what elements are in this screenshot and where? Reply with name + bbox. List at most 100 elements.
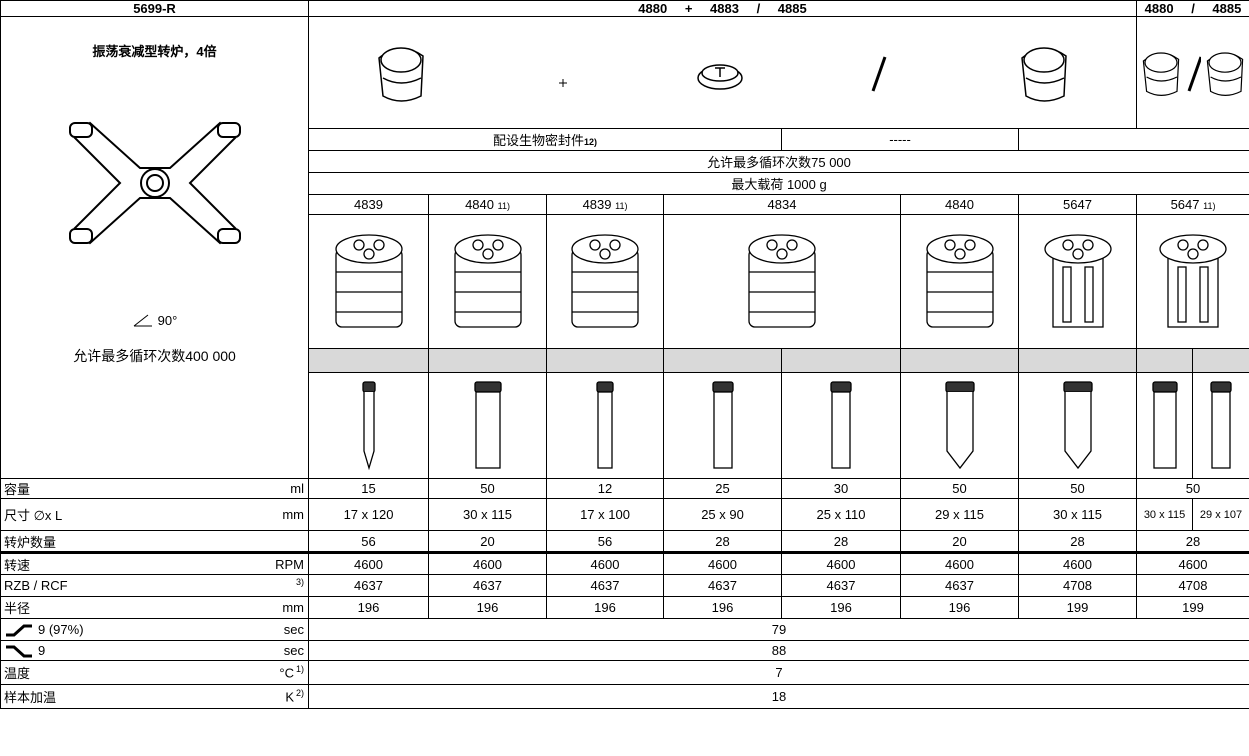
unit-text: K <box>285 689 294 705</box>
tube-image <box>1136 372 1194 479</box>
rotor-model: 5699-R <box>0 0 310 17</box>
value-cell: 12 <box>546 478 665 499</box>
value-cell: 56 <box>546 530 665 554</box>
value-cell: 4600 <box>900 552 1020 575</box>
row-label-text: 样本加温 <box>4 690 57 705</box>
value-cell: 4600 <box>428 552 548 575</box>
bucket-set: 4880 + 4883 / 4885 <box>308 0 1138 17</box>
unit-text: sec <box>283 622 305 637</box>
tube-icon <box>830 380 852 469</box>
note: 1) <box>296 664 305 675</box>
rack-image <box>546 214 665 349</box>
value-cell: 196 <box>900 596 1020 619</box>
tube-image <box>663 372 783 479</box>
gray-cell <box>428 348 548 373</box>
row-label: 尺寸 ∅x L <box>0 498 231 531</box>
adapter-label: 4840 <box>945 197 974 212</box>
empty-cell <box>1018 128 1249 151</box>
value-cell: 4600 <box>546 552 665 575</box>
unit-text: mm <box>282 507 305 522</box>
slash <box>871 56 887 91</box>
adapter-label: 4839 <box>354 197 383 212</box>
adapter-label: 4839 <box>582 197 612 212</box>
row-label: 温度 <box>0 660 231 685</box>
spec-row: RZB / RCF 3) 4637 4637 4637 4637 4637 4637 4708 4… <box>0 574 1249 597</box>
ramp-icon <box>6 645 32 658</box>
rack-image <box>308 214 430 349</box>
adapter-number: 4839 11) <box>546 194 665 215</box>
rotor-cell: 振荡衰减型转炉，4倍 90° 允许最多循环次数400 000 <box>0 16 310 479</box>
value-cell: 29 x 115 <box>900 498 1020 531</box>
rack-image <box>1018 214 1138 349</box>
bucket-icon <box>378 46 425 102</box>
tube-image <box>546 372 665 479</box>
value-cell: 4708 <box>1018 574 1138 597</box>
row-label: 半径 <box>0 596 231 619</box>
row-label-text: 9 (97%) <box>38 621 84 637</box>
gray-cell <box>546 348 665 373</box>
ramp-icon <box>6 624 32 637</box>
adapter-label: 4840 <box>465 197 494 212</box>
unit-text: RPM <box>275 556 305 572</box>
rack-icon <box>1159 233 1227 328</box>
rack-icon <box>925 233 994 328</box>
spec-row: 温度 °C 1) 7 <box>0 660 1249 685</box>
note: 2) <box>296 688 305 699</box>
row-label: 转炉数量 <box>0 530 231 554</box>
bucket-images <box>1136 16 1249 129</box>
rotor-image <box>68 121 241 245</box>
value-cell: 50 <box>1136 478 1249 499</box>
row-label: 9 <box>0 640 231 661</box>
value-cell: 28 <box>663 530 783 554</box>
bucket-icon <box>1142 51 1180 96</box>
row-label: 样本加温 <box>0 684 231 709</box>
adapter-number: 4840 <box>900 194 1020 215</box>
value-cell: 196 <box>428 596 548 619</box>
unit-text: ml <box>290 481 305 496</box>
cap-icon <box>696 63 743 90</box>
row-unit: °C 1) <box>230 660 310 685</box>
row-unit: RPM <box>230 552 310 575</box>
tube-image <box>1018 372 1138 479</box>
value-cell: 29 x 107 <box>1192 498 1249 531</box>
value-cell: 28 <box>1136 530 1249 554</box>
value-cell: 79 <box>308 618 1249 641</box>
tube-icon <box>1151 380 1178 469</box>
tube-icon <box>596 380 614 469</box>
value-cell: 25 x 110 <box>781 498 902 531</box>
rack-image <box>663 214 902 349</box>
row-unit: sec <box>230 640 310 661</box>
angle: 90° <box>2 313 308 328</box>
value-cell: 4600 <box>781 552 902 575</box>
row-unit: mm <box>230 596 310 619</box>
adapter-label: 5647 <box>1170 197 1200 212</box>
adapter-number: 4834 <box>663 194 902 215</box>
rack-icon <box>453 233 522 328</box>
value-cell: 4637 <box>428 574 548 597</box>
row-label-text: 尺寸 ∅x L <box>4 508 63 523</box>
value-cell: 4637 <box>900 574 1020 597</box>
value-cell: 4600 <box>1136 552 1249 575</box>
value-cell: 18 <box>308 684 1249 709</box>
bucket-icon <box>1206 51 1244 96</box>
value-cell: 20 <box>428 530 548 554</box>
spec-row: 容量 ml 15 50 12 25 30 50 50 50 <box>0 478 1249 499</box>
value-cell: 20 <box>900 530 1020 554</box>
row-label-text: 转炉数量 <box>4 534 57 550</box>
value-cell: 4600 <box>663 552 783 575</box>
tube-image <box>1192 372 1249 479</box>
value-cell: 4637 <box>546 574 665 597</box>
spec-row: 半径 mm 196 196 196 196 196 196 199 199 <box>0 596 1249 619</box>
row-label: RZB / RCF <box>0 574 231 597</box>
spec-row: 转速 RPM 4600 4600 4600 4600 4600 4600 4600 4600 <box>0 552 1249 575</box>
row-label-text: 温度 <box>4 666 31 681</box>
note: 11) <box>497 201 510 211</box>
tube-icon <box>1210 380 1232 469</box>
row-label: 容量 <box>0 478 231 499</box>
gray-cell <box>900 348 1020 373</box>
value-cell: 25 x 90 <box>663 498 783 531</box>
spec-row: 9 sec 88 <box>0 640 1249 661</box>
row-unit: sec <box>230 618 310 641</box>
bucket-set: 4880 / 4885 <box>1136 0 1249 17</box>
max-load: 最大载荷 1000 g <box>308 172 1249 195</box>
